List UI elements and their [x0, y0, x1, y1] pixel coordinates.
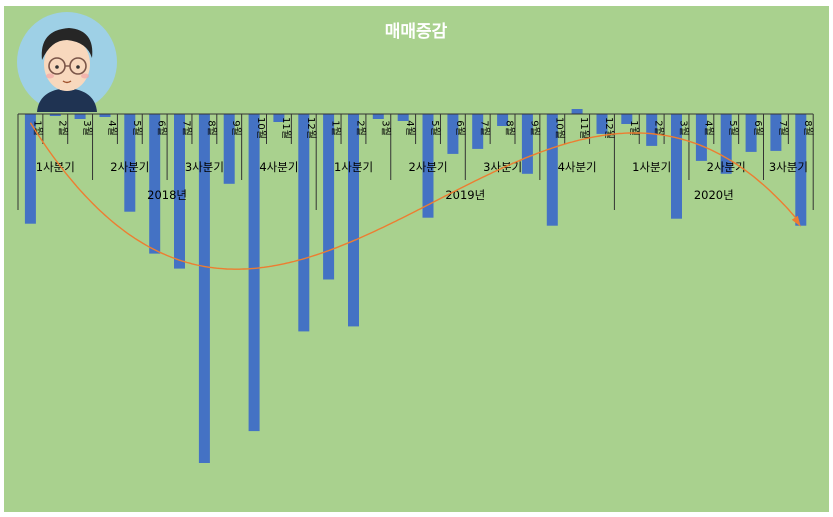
- bars-layer: [24, 109, 807, 463]
- year-tick-label: 2019년: [445, 188, 485, 202]
- bar: [49, 114, 61, 116]
- quarter-tick-label: 4사분기: [259, 160, 298, 174]
- chart-svg: 매매증감 1월 2월 3월 4월 5월 6월 7월 8월 9월 10월 11월 12월 1월 2월 3월 4월…: [4, 6, 829, 512]
- bar: [198, 114, 210, 463]
- month-tick-label: 3월: [678, 120, 690, 136]
- month-tick-label: 6월: [752, 120, 764, 136]
- quarter-tick-label: 1사분기: [36, 160, 75, 174]
- month-tick-label: 4월: [404, 120, 416, 136]
- chart-area: 매매증감 1월 2월 3월 4월 5월 6월 7월 8월 9월 10월 11월 12월 1월 2월 3월 4월…: [4, 6, 829, 512]
- bar: [323, 114, 335, 280]
- month-tick-label: 12월: [305, 117, 317, 139]
- month-tick-label: 3월: [379, 120, 391, 136]
- bar: [273, 114, 285, 122]
- month-tick-label: 9월: [528, 120, 540, 136]
- trendline: [29, 122, 799, 270]
- month-tick-label: 5월: [727, 120, 739, 136]
- trendline-layer: [29, 122, 801, 270]
- bar: [223, 114, 235, 184]
- month-tick-label: 9월: [230, 120, 242, 136]
- month-tick-label: 1월: [330, 120, 342, 136]
- bar: [720, 114, 732, 174]
- trendline-arrowhead: [791, 215, 801, 227]
- quarter-tick-label: 3사분기: [769, 160, 808, 174]
- bar: [521, 114, 533, 174]
- category-axis: [17, 113, 814, 210]
- quarter-tick-label: 1사분기: [632, 160, 671, 174]
- month-tick-label: 5월: [429, 120, 441, 136]
- bar: [99, 114, 111, 117]
- month-tick-label: 11월: [578, 117, 590, 139]
- bar: [248, 114, 260, 432]
- month-tick-label: 7월: [777, 120, 789, 136]
- quarter-tick-label: 3사분기: [185, 160, 224, 174]
- month-tick-label: 7월: [479, 120, 491, 136]
- bar: [770, 114, 782, 151]
- month-tick-label: 10월: [255, 117, 267, 139]
- bar: [24, 114, 36, 224]
- chart-background: [4, 6, 829, 512]
- month-tick-label: 8월: [504, 120, 516, 136]
- bar: [596, 114, 608, 134]
- year-tick-label: 2018년: [147, 188, 187, 202]
- bar: [745, 114, 757, 152]
- quarter-tick-label: 2사분기: [408, 160, 447, 174]
- month-tick-label: 6월: [156, 120, 168, 136]
- bar: [348, 114, 359, 327]
- month-tick-label: 10월: [553, 117, 565, 139]
- month-tick-label: 4월: [702, 120, 714, 136]
- bar: [149, 114, 161, 254]
- quarter-tick-label: 4사분기: [558, 160, 597, 174]
- bar: [795, 114, 807, 226]
- bar: [497, 114, 509, 126]
- bar: [571, 109, 583, 114]
- month-tick-label: 8월: [205, 120, 217, 136]
- month-tick-label: 8월: [802, 120, 814, 136]
- bar: [695, 114, 707, 161]
- bar: [671, 114, 682, 219]
- month-tick-label: 4월: [106, 120, 118, 136]
- month-tick-label: 2월: [56, 120, 68, 136]
- bar: [74, 114, 86, 119]
- bar: [397, 114, 409, 121]
- avatar-icon: [17, 12, 117, 112]
- month-tick-label: 2월: [355, 120, 367, 136]
- month-tick-label: 3월: [81, 120, 93, 136]
- bar: [546, 114, 558, 226]
- bar: [422, 114, 434, 218]
- month-tick-label: 1월: [628, 120, 640, 136]
- month-tick-label: 11월: [280, 117, 292, 139]
- year-tick-label: 2020년: [694, 188, 734, 202]
- bar: [472, 114, 484, 149]
- month-tick-label: 2월: [653, 120, 665, 136]
- chart-title: 매매증감: [385, 22, 448, 42]
- quarter-tick-label: 1사분기: [334, 160, 373, 174]
- month-tick-label: 7월: [181, 120, 193, 136]
- month-tick-label: 5월: [131, 120, 143, 136]
- bar: [372, 114, 384, 119]
- quarter-tick-label: 2사분기: [110, 160, 149, 174]
- bar: [124, 114, 136, 212]
- bar: [621, 114, 633, 124]
- month-tick-label: 12월: [603, 117, 615, 139]
- bar: [646, 114, 658, 146]
- bar: [298, 114, 310, 332]
- bar: [174, 114, 185, 269]
- bar: [447, 114, 459, 154]
- month-tick-label: 6월: [454, 120, 466, 136]
- month-tick-label: 1월: [31, 120, 43, 136]
